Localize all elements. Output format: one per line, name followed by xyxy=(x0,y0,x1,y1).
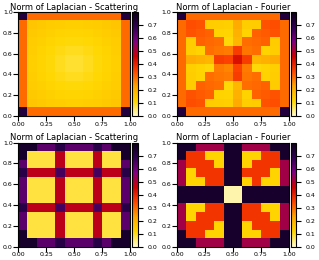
Title: Norm of Laplacian - Fourier: Norm of Laplacian - Fourier xyxy=(175,3,290,12)
Title: Norm of Laplacian - Scattering: Norm of Laplacian - Scattering xyxy=(10,3,138,12)
Title: Norm of Laplacian - Scattering: Norm of Laplacian - Scattering xyxy=(10,133,138,142)
Title: Norm of Laplacian - Fourier: Norm of Laplacian - Fourier xyxy=(175,133,290,142)
